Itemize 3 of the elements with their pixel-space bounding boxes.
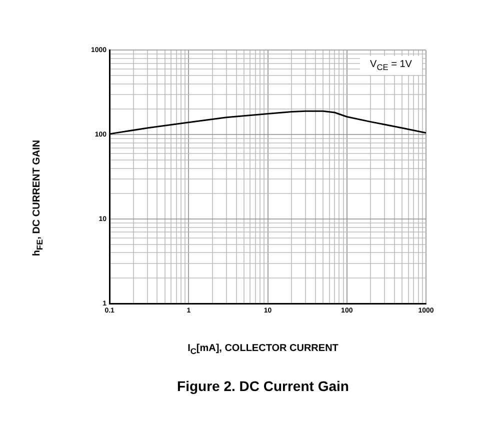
text: Figure 2. DC Current Gain xyxy=(176,378,350,394)
annotation: V$_{CE}$ = 1V xyxy=(360,56,422,76)
x-axis-title: I$_{C}$[mA], COLLECTOR CURRENT xyxy=(186,343,340,356)
